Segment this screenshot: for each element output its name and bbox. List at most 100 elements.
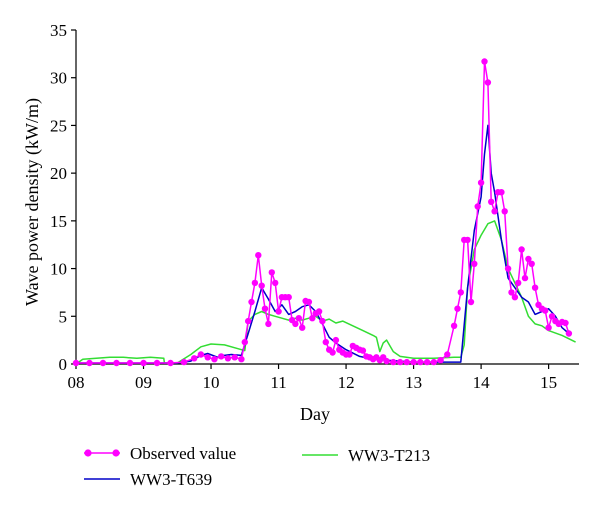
data-point bbox=[464, 236, 471, 244]
data-point bbox=[251, 279, 259, 287]
data-point bbox=[218, 353, 225, 360]
data-point bbox=[521, 274, 529, 282]
data-point bbox=[272, 279, 279, 287]
legend-label-observed: Observed value bbox=[130, 444, 236, 463]
legend-label-t213: WW3-T213 bbox=[348, 446, 430, 465]
data-point bbox=[309, 315, 316, 322]
data-point bbox=[126, 359, 134, 367]
x-ticks: 08 09 10 11 12 13 14 15 bbox=[68, 364, 557, 392]
series-line-ww3-t213 bbox=[75, 220, 576, 365]
data-point bbox=[292, 320, 299, 328]
data-point bbox=[477, 179, 485, 186]
x-tick-label: 09 bbox=[135, 373, 152, 392]
data-point bbox=[258, 282, 265, 289]
data-point bbox=[467, 298, 475, 306]
data-point bbox=[471, 260, 478, 267]
data-point bbox=[542, 307, 549, 314]
data-point bbox=[261, 305, 269, 312]
data-point bbox=[231, 354, 238, 361]
data-point bbox=[180, 358, 188, 366]
data-point bbox=[481, 58, 488, 65]
data-point bbox=[322, 338, 329, 346]
y-tick-label: 35 bbox=[50, 21, 67, 40]
data-point bbox=[515, 279, 522, 287]
data-point bbox=[265, 320, 272, 328]
series-ww3-t213 bbox=[75, 220, 576, 365]
data-point bbox=[295, 315, 302, 322]
data-point bbox=[430, 358, 437, 366]
data-point bbox=[197, 351, 205, 358]
data-point bbox=[511, 294, 519, 301]
data-point bbox=[238, 356, 245, 363]
data-point bbox=[383, 357, 390, 365]
data-point bbox=[437, 357, 444, 364]
data-point bbox=[99, 359, 107, 367]
y-tick-label: 15 bbox=[50, 212, 67, 231]
legend-marker-observed-end bbox=[112, 449, 120, 457]
y-tick-label: 5 bbox=[59, 307, 68, 326]
data-point bbox=[528, 260, 535, 267]
data-point bbox=[484, 79, 492, 86]
y-tick-label: 10 bbox=[50, 260, 67, 279]
data-point bbox=[224, 355, 232, 362]
data-point bbox=[211, 356, 218, 363]
data-point bbox=[548, 313, 556, 320]
data-point bbox=[275, 308, 282, 315]
data-point bbox=[332, 336, 340, 344]
data-point bbox=[444, 351, 451, 358]
series-line-ww3-t639 bbox=[76, 124, 570, 364]
x-tick-label: 14 bbox=[473, 373, 491, 392]
legend-item-observed: Observed value bbox=[84, 444, 236, 463]
y-tick-label: 20 bbox=[50, 164, 67, 183]
data-point bbox=[140, 359, 147, 367]
data-point bbox=[545, 324, 552, 331]
data-point bbox=[390, 358, 397, 366]
data-point bbox=[248, 298, 255, 306]
data-point bbox=[498, 189, 505, 196]
x-tick-label: 11 bbox=[270, 373, 286, 392]
axes bbox=[75, 30, 579, 365]
data-point bbox=[525, 255, 532, 263]
legend-item-t213: WW3-T213 bbox=[302, 446, 430, 465]
data-point bbox=[403, 358, 410, 366]
data-point bbox=[204, 354, 211, 361]
data-point bbox=[255, 252, 262, 259]
data-point bbox=[315, 308, 323, 315]
data-point bbox=[299, 324, 306, 331]
data-point bbox=[518, 246, 525, 253]
series-layer bbox=[72, 58, 576, 367]
data-point bbox=[423, 358, 431, 366]
legend-marker-observed bbox=[84, 449, 92, 457]
data-point bbox=[491, 208, 498, 215]
data-point bbox=[417, 358, 424, 366]
data-point bbox=[268, 269, 275, 276]
data-point bbox=[285, 294, 292, 301]
data-point bbox=[153, 359, 161, 367]
data-point bbox=[245, 317, 252, 325]
data-point bbox=[474, 203, 481, 210]
data-point bbox=[562, 319, 569, 327]
data-point bbox=[488, 198, 495, 205]
y-tick-label: 30 bbox=[50, 69, 67, 88]
data-point bbox=[531, 284, 539, 291]
legend-item-t639: WW3-T639 bbox=[84, 470, 212, 489]
data-point bbox=[305, 298, 313, 306]
legend: Observed value WW3-T639 WW3-T213 bbox=[84, 444, 430, 489]
x-tick-label: 15 bbox=[540, 373, 557, 392]
x-tick-label: 13 bbox=[405, 373, 422, 392]
data-point bbox=[191, 355, 198, 362]
y-axis-title: Wave power density (kW/m) bbox=[22, 98, 43, 306]
data-point bbox=[241, 338, 248, 346]
data-point bbox=[508, 289, 515, 296]
series-observed-value bbox=[72, 58, 573, 367]
data-point bbox=[454, 305, 461, 312]
data-point bbox=[501, 208, 508, 215]
data-point bbox=[457, 289, 464, 296]
data-point bbox=[396, 358, 404, 366]
y-tick-label: 0 bbox=[59, 355, 68, 374]
x-tick-label: 10 bbox=[203, 373, 220, 392]
y-tick-label: 25 bbox=[50, 116, 67, 135]
data-point bbox=[329, 349, 336, 356]
data-point bbox=[346, 351, 353, 358]
data-point bbox=[113, 359, 120, 367]
